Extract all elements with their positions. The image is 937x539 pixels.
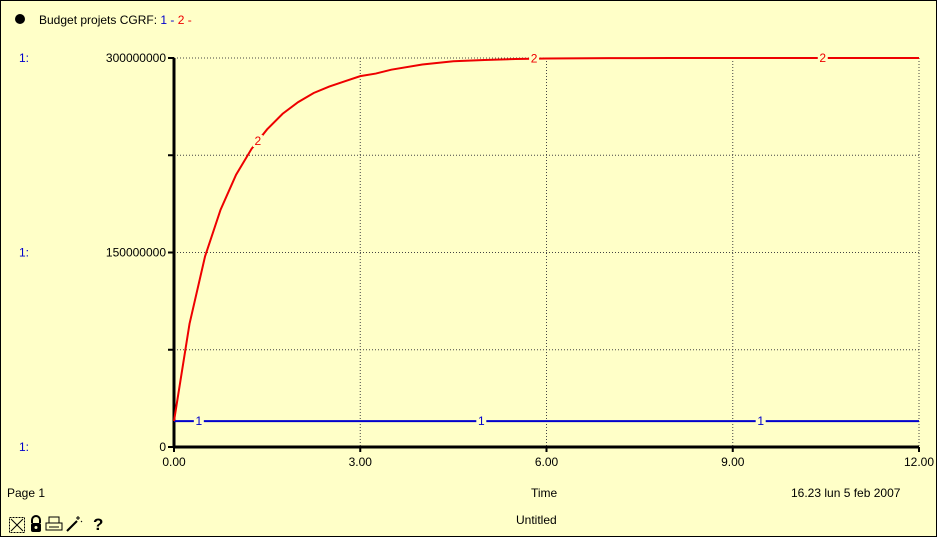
series-marker-bg xyxy=(193,415,204,428)
page-label: Page 1 xyxy=(7,486,46,500)
magic-wand-icon[interactable] xyxy=(65,515,83,539)
x-axis-label: Time xyxy=(531,486,558,500)
x-tick-label: 6.00 xyxy=(535,455,559,469)
y-axis-series-prefix: 1: xyxy=(19,246,29,260)
graph-type-icon[interactable] xyxy=(15,14,25,24)
y-tick-label: 0 xyxy=(159,440,166,454)
series-marker-bg xyxy=(252,134,263,147)
y-axis-series-prefix: 1: xyxy=(19,440,29,454)
document-name: Untitled xyxy=(516,513,557,527)
series-1-legend: 1 xyxy=(160,13,168,27)
series-marker-bg xyxy=(476,415,487,428)
series-marker-bg xyxy=(755,415,766,428)
series-1-marker: 1 xyxy=(195,414,202,428)
series-2-marker: 2 xyxy=(254,134,261,148)
print-icon[interactable] xyxy=(45,515,63,539)
series-2-legend: 2 xyxy=(177,13,185,27)
toolbar: ? xyxy=(9,515,149,535)
legend-separator: - xyxy=(167,13,178,27)
series-marker-bg xyxy=(529,52,540,65)
help-icon[interactable]: ? xyxy=(93,515,104,534)
x-tick-label: 0.00 xyxy=(162,455,186,469)
series-2-line xyxy=(173,57,919,422)
graph-pad-icon[interactable] xyxy=(9,515,25,539)
x-tick-label: 3.00 xyxy=(349,455,373,469)
title-text: Budget projets CGRF: xyxy=(39,13,158,27)
timestamp: 16.23 lun 5 feb 2007 xyxy=(791,486,901,500)
legend-separator: - xyxy=(184,13,192,27)
lock-icon[interactable] xyxy=(29,515,43,539)
y-axis-series-prefix: 1: xyxy=(19,51,29,65)
series-2-marker: 2 xyxy=(531,52,538,66)
series-2-marker: 2 xyxy=(819,51,826,65)
series-1-marker: 1 xyxy=(757,414,764,428)
y-tick-label: 300000000 xyxy=(106,51,166,65)
series-1-marker: 1 xyxy=(478,414,485,428)
series-marker-bg xyxy=(817,52,828,64)
x-tick-label: 12.00 xyxy=(904,455,934,469)
y-tick-label: 150000000 xyxy=(106,246,166,260)
x-tick-label: 9.00 xyxy=(721,455,745,469)
